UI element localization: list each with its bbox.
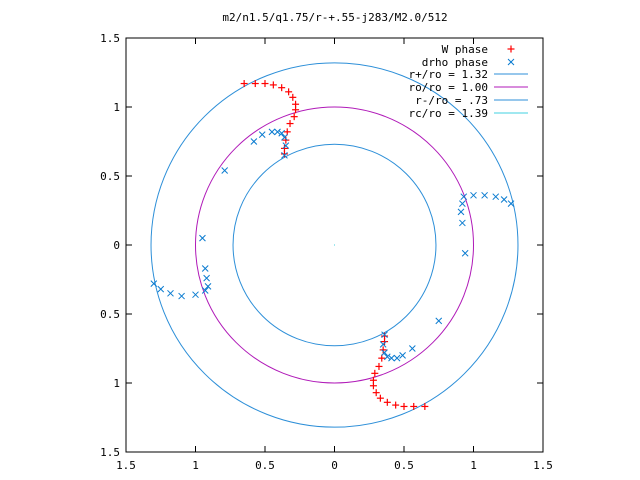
- drho-phase-point: [460, 193, 468, 201]
- drho-phase-point: [221, 167, 229, 174]
- drho-phase-point: [457, 208, 465, 216]
- w-phase-point: [400, 402, 408, 410]
- drho-phase-point: [282, 142, 290, 149]
- legend-label-drho-phase: drho phase: [422, 56, 488, 69]
- w-phase-point: [376, 394, 384, 402]
- drho-phase-point: [278, 129, 286, 137]
- w-phase-point: [251, 80, 259, 88]
- center-point: [334, 244, 335, 246]
- w-phase-point: [285, 88, 293, 96]
- x-tick-label: 0.5: [255, 459, 275, 472]
- drho-phase-point: [388, 354, 395, 362]
- x-tick-label: 1.5: [116, 459, 136, 472]
- drho-phase-point: [201, 287, 209, 294]
- series-w-phase: [240, 80, 429, 410]
- drho-phase-point: [150, 280, 158, 287]
- drho-phase-point: [199, 234, 206, 242]
- x-tick-label: 1: [192, 459, 199, 472]
- w-phase-point: [372, 389, 380, 397]
- y-tick-label: 1: [113, 101, 120, 114]
- w-phase-point: [286, 120, 294, 128]
- w-phase-point: [379, 346, 387, 354]
- y-tick-label: 0.5: [100, 308, 120, 321]
- w-phase-point: [392, 401, 400, 409]
- legend-label-w-phase: W phase: [442, 43, 488, 56]
- drho-phase-point: [470, 191, 477, 199]
- w-phase-point: [280, 150, 288, 158]
- drho-phase-point: [274, 128, 281, 136]
- series-drho-phase: [150, 128, 515, 362]
- drho-phase-point: [408, 345, 416, 352]
- w-phase-point: [278, 84, 286, 92]
- drho-phase-point: [203, 274, 210, 282]
- legend-label-r-plus: r+/ro = 1.32: [409, 68, 488, 81]
- legend-sample-plus: [507, 45, 515, 53]
- x-tick-label: 1: [470, 459, 477, 472]
- drho-phase-point: [192, 291, 199, 299]
- chart-title: m2/n1.5/q1.75/r-+.55-j283/M2.0/512: [222, 11, 447, 24]
- w-phase-point: [269, 81, 277, 89]
- w-phase-point: [383, 398, 391, 406]
- circle-roro: [195, 106, 474, 384]
- legend-label-rc: rc/ro = 1.39: [409, 107, 488, 120]
- drho-phase-point: [459, 219, 466, 227]
- drho-phase-point: [383, 353, 391, 361]
- legend-label-r-minus: r-/ro = .73: [415, 94, 488, 107]
- reference-circles: [150, 62, 519, 428]
- drho-phase-point: [381, 349, 388, 356]
- drho-phase-point: [381, 331, 388, 339]
- drho-phase-point: [178, 292, 185, 300]
- y-tick-label: 0: [113, 239, 120, 252]
- drho-phase-point: [393, 354, 401, 362]
- y-tick-label: 1.5: [100, 446, 120, 459]
- drho-phase-point: [201, 265, 209, 272]
- w-phase-point: [369, 376, 377, 384]
- drho-phase-point: [268, 128, 276, 136]
- x-tick-label: 1.5: [533, 459, 553, 472]
- y-tick-label: 1.5: [100, 32, 120, 45]
- legend-sample-x: [507, 58, 515, 66]
- w-phase-point: [240, 80, 248, 88]
- y-tick-label: 1: [113, 377, 120, 390]
- drho-phase-point: [459, 200, 466, 207]
- drho-phase-point: [281, 134, 288, 141]
- w-phase-point: [289, 93, 297, 101]
- x-tick-label: 0.5: [394, 459, 414, 472]
- drho-phase-point: [258, 131, 266, 138]
- w-phase-point: [421, 402, 429, 410]
- w-phase-point: [371, 369, 379, 377]
- drho-phase-point: [481, 191, 488, 199]
- drho-phase-point: [167, 289, 174, 297]
- w-phase-point: [375, 362, 383, 370]
- drho-phase-point: [492, 193, 500, 201]
- drho-phase-point: [250, 138, 258, 145]
- drho-phase-point: [204, 283, 212, 290]
- circle-rro: [232, 143, 437, 347]
- drho-phase-point: [281, 151, 288, 159]
- w-phase-point: [410, 402, 418, 410]
- drho-phase-point: [399, 352, 406, 359]
- drho-phase-point: [500, 196, 508, 203]
- legend-samples: [494, 45, 528, 114]
- x-tick-label: 0: [331, 459, 338, 472]
- w-phase-point: [261, 80, 269, 88]
- drho-phase-point: [507, 200, 515, 207]
- w-phase-point: [290, 113, 298, 121]
- legend: W phase drho phase r+/ro = 1.32 ro/ro = …: [409, 43, 528, 120]
- drho-phase-point: [157, 285, 165, 293]
- y-tick-label: 0.5: [100, 170, 120, 183]
- legend-label-ro: ro/ro = 1.00: [409, 81, 488, 94]
- w-phase-point: [292, 106, 300, 114]
- data-series: [150, 80, 515, 410]
- drho-phase-point: [461, 249, 469, 257]
- w-phase-point: [381, 332, 389, 340]
- w-phase-point: [282, 136, 290, 144]
- circle-rro: [150, 62, 519, 428]
- drho-phase-point: [379, 341, 387, 348]
- drho-phase-point: [435, 317, 443, 325]
